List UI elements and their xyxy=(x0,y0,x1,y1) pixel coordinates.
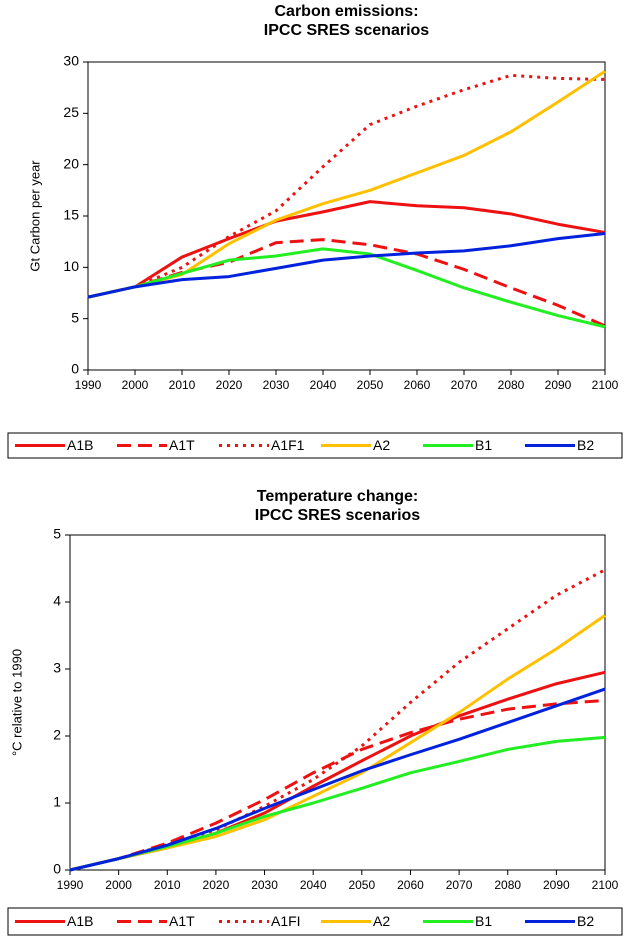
plot-frame xyxy=(69,534,606,871)
x-tick-label: 2010 xyxy=(169,378,196,392)
y-axis-label: °C relative to 1990 xyxy=(9,649,24,756)
legend-label: A2 xyxy=(373,913,390,929)
x-tick-label: 1990 xyxy=(57,878,84,892)
x-tick-label: 2000 xyxy=(122,378,149,392)
series-line xyxy=(87,200,606,299)
plot-frame xyxy=(87,61,606,371)
legend-label: A1T xyxy=(169,913,195,929)
legend-label: A1B xyxy=(67,437,93,453)
y-axis-label: Gt Carbon per year xyxy=(27,160,42,272)
y-tick-label: 25 xyxy=(63,104,79,120)
legend-box xyxy=(7,432,623,459)
x-tick-label: 2000 xyxy=(105,878,132,892)
legend-label: B2 xyxy=(577,913,594,929)
y-tick-label: 2 xyxy=(53,727,61,743)
legend-label: B2 xyxy=(577,437,594,453)
legend-label: A1FI xyxy=(271,913,301,929)
x-tick-label: 2060 xyxy=(397,878,424,892)
y-tick-label: 15 xyxy=(63,207,79,223)
x-tick-label: 2020 xyxy=(216,378,243,392)
y-tick-label: 20 xyxy=(63,155,79,171)
x-tick-label: 2040 xyxy=(300,878,327,892)
y-tick-label: 3 xyxy=(53,660,61,676)
y-tick-label: 5 xyxy=(71,309,79,325)
series-line xyxy=(69,698,606,872)
legend-box xyxy=(7,907,623,936)
legend-label: A2 xyxy=(373,437,390,453)
x-tick-label: 2050 xyxy=(357,378,384,392)
x-tick-label: 2010 xyxy=(154,878,181,892)
chart-subtitle: IPCC SRES scenarios xyxy=(255,507,421,524)
x-tick-label: 2040 xyxy=(310,378,337,392)
series-line xyxy=(87,231,606,299)
x-tick-label: 2080 xyxy=(494,878,521,892)
y-tick-label: 1 xyxy=(53,794,61,810)
legend-label: A1T xyxy=(169,437,195,453)
legend-label: B1 xyxy=(475,437,492,453)
x-tick-label: 2020 xyxy=(203,878,230,892)
chart-title: Temperature change: xyxy=(257,488,419,505)
legend-label: B1 xyxy=(475,913,492,929)
y-tick-label: 4 xyxy=(53,593,61,609)
x-tick-label: 2100 xyxy=(592,878,619,892)
chart-title: Carbon emissions: xyxy=(274,3,418,20)
x-tick-label: 2030 xyxy=(251,878,278,892)
chart-subtitle: IPCC SRES scenarios xyxy=(264,22,430,39)
x-tick-label: 2090 xyxy=(545,378,572,392)
x-tick-label: 2070 xyxy=(446,878,473,892)
series-line xyxy=(87,73,606,299)
y-tick-label: 30 xyxy=(63,53,79,69)
y-tick-label: 0 xyxy=(53,861,61,877)
y-tick-label: 10 xyxy=(63,258,79,274)
series-line xyxy=(69,614,606,872)
series-line xyxy=(69,568,606,872)
y-tick-label: 5 xyxy=(53,526,61,542)
x-tick-label: 2090 xyxy=(543,878,570,892)
x-tick-label: 2030 xyxy=(263,378,290,392)
x-tick-label: 2080 xyxy=(498,378,525,392)
legend-label: A1F1 xyxy=(271,437,305,453)
x-tick-label: 2070 xyxy=(451,378,478,392)
series-line xyxy=(69,687,606,872)
x-tick-label: 2060 xyxy=(404,378,431,392)
y-tick-label: 0 xyxy=(71,361,79,377)
x-tick-label: 2100 xyxy=(592,378,619,392)
legend-label: A1B xyxy=(67,913,93,929)
series-line xyxy=(69,670,606,872)
series-line xyxy=(87,247,606,329)
x-tick-label: 2050 xyxy=(348,878,375,892)
series-line xyxy=(87,69,606,299)
x-tick-label: 1990 xyxy=(75,378,102,392)
